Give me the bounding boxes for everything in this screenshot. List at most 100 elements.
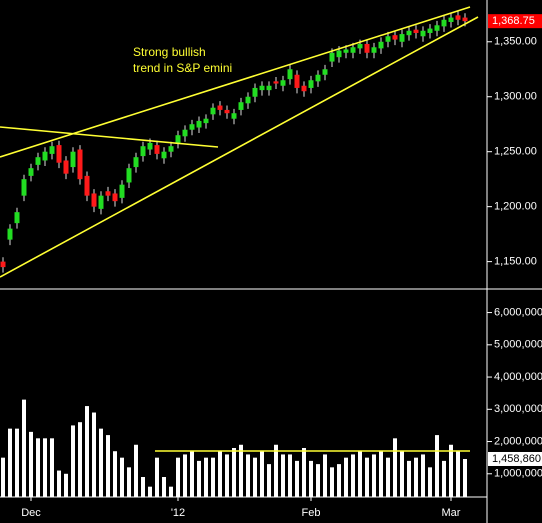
- volume-bar: [267, 464, 271, 497]
- volume-bar: [330, 467, 334, 497]
- volume-bar: [435, 435, 439, 497]
- candle-body: [168, 146, 174, 152]
- volume-bar: [169, 486, 173, 497]
- y-tick-label: 6,000,000: [494, 306, 542, 318]
- volume-bar: [442, 460, 446, 497]
- candle-body: [77, 149, 83, 180]
- volume-bar: [456, 451, 460, 497]
- candle-body: [189, 124, 195, 130]
- candle-body: [28, 168, 34, 176]
- volume-bar: [141, 477, 145, 497]
- volume-bar: [393, 438, 397, 497]
- candle-body: [287, 69, 293, 80]
- volume-bar: [57, 470, 61, 497]
- volume-bar: [421, 454, 425, 497]
- candle-body: [21, 179, 27, 196]
- candle-body: [392, 35, 398, 40]
- candle-body: [420, 30, 426, 37]
- volume-bar: [15, 428, 19, 497]
- candle-body: [427, 28, 433, 33]
- volume-bar: [162, 477, 166, 497]
- candle-body: [140, 146, 146, 157]
- candle-body: [210, 107, 216, 115]
- candle-body: [322, 69, 328, 75]
- y-tick-label: 1,150.00: [494, 256, 537, 268]
- candle-body: [252, 87, 258, 97]
- last-value-label: 1,458,860: [492, 453, 541, 465]
- volume-bar: [176, 457, 180, 497]
- candle-body: [399, 34, 405, 42]
- candle-body: [0, 261, 6, 268]
- candle-body: [126, 168, 132, 183]
- volume-bar: [1, 457, 5, 497]
- candle-body: [231, 113, 237, 119]
- volume-bar: [379, 451, 383, 497]
- candle-body: [434, 25, 440, 31]
- candle-body: [259, 85, 265, 91]
- volume-bar: [351, 454, 355, 497]
- trendline: [0, 6, 471, 158]
- candle-body: [105, 191, 111, 196]
- candle-body: [301, 85, 307, 92]
- candle-body: [385, 36, 391, 42]
- candle-body: [147, 142, 153, 150]
- volume-bar: [337, 464, 341, 497]
- candle-body: [357, 43, 363, 49]
- volume-bar: [71, 425, 75, 497]
- y-tick-label: 1,300.00: [494, 91, 537, 103]
- volume-bar: [106, 435, 110, 497]
- volume-bar: [316, 464, 320, 497]
- volume-bar: [211, 457, 215, 497]
- x-tick-label: '12: [171, 507, 185, 519]
- volume-bar: [127, 467, 131, 497]
- volume-bar: [295, 460, 299, 497]
- volume-bar: [344, 457, 348, 497]
- volume-bar: [22, 399, 26, 497]
- volume-bar: [400, 451, 404, 497]
- volume-bar: [428, 467, 432, 497]
- candle-body: [455, 15, 461, 20]
- volume-bar: [50, 438, 54, 497]
- x-tick-label: Mar: [442, 507, 461, 519]
- volume-bar: [323, 454, 327, 497]
- candle-body: [315, 74, 321, 82]
- volume-bar: [29, 431, 33, 497]
- volume-bar: [183, 454, 187, 497]
- volume-bar: [407, 460, 411, 497]
- volume-bar: [113, 451, 117, 497]
- candle-body: [119, 184, 125, 198]
- last-value-label: 1,368.75: [492, 15, 535, 27]
- candle-body: [406, 30, 412, 36]
- candle-body: [441, 19, 447, 27]
- candle-body: [203, 118, 209, 124]
- marks: 1,150.00 1,200.00 1,250.00 1,300.00 1,350.00…: [0, 10, 542, 519]
- candle-body: [364, 43, 370, 53]
- candle-body: [35, 157, 41, 165]
- volume-bar: [246, 454, 250, 497]
- candle-body: [63, 160, 69, 174]
- candle-body: [217, 105, 223, 110]
- candle-body: [224, 109, 230, 114]
- volume-bar: [190, 451, 194, 497]
- volume-bar: [414, 457, 418, 497]
- volume-bar: [225, 454, 229, 497]
- volume-bar: [260, 451, 264, 497]
- candle-body: [329, 52, 335, 62]
- volume-bar: [99, 428, 103, 497]
- candle-body: [448, 17, 454, 22]
- volume-bar: [64, 473, 68, 497]
- candle-body: [196, 120, 202, 128]
- candle-body: [350, 47, 356, 53]
- volume-bar: [155, 457, 159, 497]
- volume-bar: [92, 412, 96, 497]
- volume-bar: [386, 457, 390, 497]
- y-tick-label: 5,000,000: [494, 339, 542, 351]
- volume-bar: [302, 447, 306, 497]
- volume-bar: [85, 406, 89, 497]
- last-value-box: [488, 14, 542, 29]
- last-value-box: [488, 451, 542, 466]
- volume-bar: [463, 458, 467, 497]
- volume-bar: [120, 457, 124, 497]
- candle-body: [56, 145, 62, 163]
- candle-body: [273, 81, 279, 84]
